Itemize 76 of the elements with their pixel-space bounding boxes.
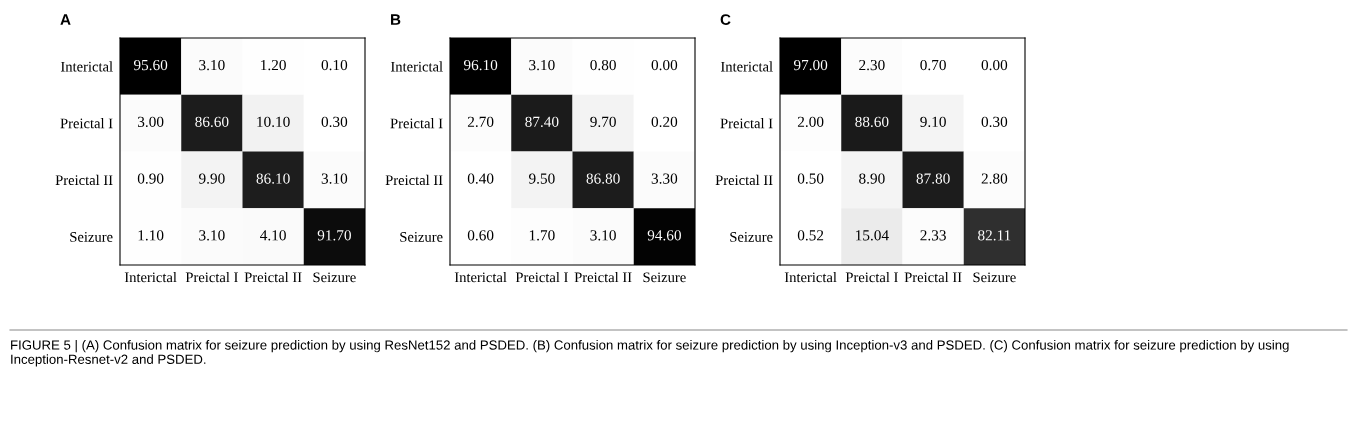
x-tick-label: Preictal II xyxy=(904,271,962,283)
y-tick-label: Preictal II xyxy=(55,174,113,186)
data-label: 2.70 xyxy=(467,116,494,128)
data-label: 91.70 xyxy=(317,230,351,241)
x-tick-label: Interictal xyxy=(124,271,177,283)
x-tick-label: Preictal I xyxy=(185,271,238,283)
chart-title: C xyxy=(720,14,731,25)
data-label: 95.60 xyxy=(133,59,168,71)
x-tick-label: Seizure xyxy=(973,272,1016,283)
data-label: 0.30 xyxy=(981,116,1008,128)
data-label: 0.40 xyxy=(467,173,494,184)
y-tick-label: Interictal xyxy=(390,61,443,72)
x-tick-label: Seizure xyxy=(643,272,686,283)
data-label: 1.20 xyxy=(261,59,286,71)
x-tick-label: Interictal xyxy=(784,271,837,283)
x-tick-label: Preictal II xyxy=(574,271,632,283)
data-label: 9.90 xyxy=(199,173,225,184)
data-label: 2.30 xyxy=(859,59,885,71)
data-label: 10.10 xyxy=(257,116,290,128)
data-label: 3.10 xyxy=(529,59,555,71)
y-tick-label: Preictal I xyxy=(720,118,773,129)
data-label: 0.20 xyxy=(651,116,678,128)
data-label: 9.70 xyxy=(590,116,616,128)
data-label: 87.80 xyxy=(916,173,950,184)
data-label: 1.10 xyxy=(138,230,164,241)
y-tick-label: Preictal II xyxy=(385,174,443,186)
data-label: 1.70 xyxy=(529,230,555,241)
data-label: 15.04 xyxy=(856,230,889,241)
chart-title: A xyxy=(60,14,71,25)
data-label: 0.52 xyxy=(797,230,824,241)
data-label: 2.80 xyxy=(981,173,1008,184)
data-label: 94.60 xyxy=(647,230,681,241)
x-tick-label: Preictal I xyxy=(515,271,568,283)
data-label: 3.10 xyxy=(590,230,616,241)
data-label: 96.10 xyxy=(463,59,498,71)
data-label: 86.10 xyxy=(256,173,290,184)
data-label: 0.60 xyxy=(467,230,494,241)
data-label: 9.50 xyxy=(529,173,555,184)
data-label: 3.30 xyxy=(651,173,678,184)
data-label: 8.90 xyxy=(859,173,885,184)
x-tick-label: Seizure xyxy=(313,272,356,283)
data-label: 87.40 xyxy=(525,116,559,128)
data-label: 9.10 xyxy=(920,116,946,128)
x-tick-label: Preictal I xyxy=(845,271,898,283)
y-tick-label: Interictal xyxy=(720,61,773,72)
data-label: 0.70 xyxy=(920,59,946,71)
data-label: 3.10 xyxy=(321,173,348,184)
data-label: 86.80 xyxy=(586,173,620,184)
y-tick-label: Preictal I xyxy=(390,118,443,129)
data-label: 0.00 xyxy=(981,59,1008,71)
y-tick-label: Preictal I xyxy=(60,118,113,129)
y-tick-label: Seizure xyxy=(400,232,443,242)
data-label: 0.10 xyxy=(321,59,348,71)
y-tick-label: Seizure xyxy=(70,232,113,242)
y-tick-label: Interictal xyxy=(60,61,113,72)
data-label: 2.33 xyxy=(920,230,946,241)
data-label: 4.10 xyxy=(260,230,286,241)
caption: FIGURE 5 | (A) Confusion matrix for seizure prediction by using ResNet152 and PSDED. (B) Confusion matrix for seizure prediction by using Inception-v3 and PSDED. (C) Confusion matrix for seizure prediction by using Inception-Resnet-v2 and PSDED. xyxy=(11,340,1289,367)
data-label: 0.50 xyxy=(797,173,824,184)
y-tick-label: Seizure xyxy=(730,232,773,242)
chart-title: B xyxy=(391,14,401,25)
data-label: 3.00 xyxy=(137,116,164,128)
data-label: 3.10 xyxy=(199,230,225,241)
data-label: 0.00 xyxy=(651,59,678,71)
data-label: 82.11 xyxy=(978,230,1011,241)
data-label: 97.00 xyxy=(793,59,828,71)
data-label: 3.10 xyxy=(199,59,225,71)
data-label: 0.90 xyxy=(137,173,164,184)
y-tick-label: Preictal II xyxy=(715,174,773,186)
data-label: 88.60 xyxy=(855,116,889,128)
data-label: 2.00 xyxy=(797,116,824,128)
x-tick-label: Interictal xyxy=(454,271,507,283)
data-label: 0.30 xyxy=(321,116,348,128)
data-label: 86.60 xyxy=(195,116,229,128)
x-tick-label: Preictal II xyxy=(244,271,302,283)
data-label: 0.80 xyxy=(590,59,616,71)
